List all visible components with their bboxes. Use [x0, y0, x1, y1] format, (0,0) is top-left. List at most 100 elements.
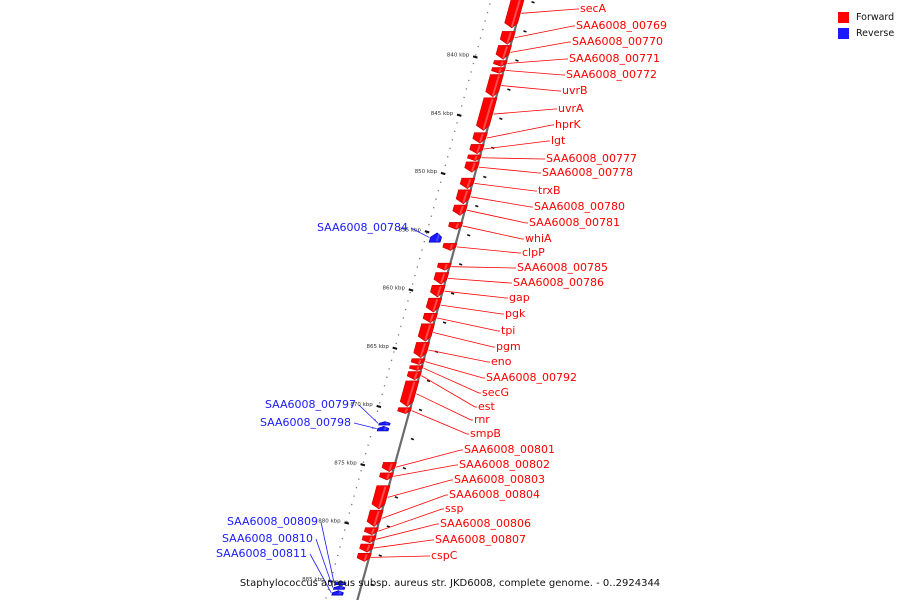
ruler-tick-label: 845 kbp: [431, 111, 454, 117]
label-leader: [387, 479, 452, 498]
backbone-mark: [378, 554, 383, 557]
ruler-tick-label: 850 kbp: [415, 169, 438, 175]
gene-arrow-secg: [409, 365, 424, 371]
gene-label-rnr: rnr: [474, 413, 490, 426]
legend-item-reverse: Reverse: [838, 25, 894, 41]
gene-arrow-highlight: [455, 223, 460, 229]
backbone-mark: [410, 437, 415, 441]
label-leader: [486, 124, 553, 139]
legend: Forward Reverse: [838, 9, 894, 41]
label-leader: [448, 277, 511, 284]
gene-arrow-uvrb: [485, 74, 504, 97]
gene-arrow-saa6008_00786: [433, 272, 450, 285]
gene-arrow-saa6008_00792: [410, 358, 426, 365]
gene-arrow-highlight: [378, 486, 387, 509]
backbone-mark: [531, 0, 535, 4]
gene-label-smpb: smpB: [470, 427, 501, 440]
ruler-tick: [456, 113, 462, 117]
gene-label-saa6008_00792: SAA6008_00792: [486, 371, 577, 384]
label-leader: [478, 166, 540, 174]
gene-label-pgk: pgk: [505, 307, 526, 320]
label-leader: [353, 422, 377, 430]
backbone-mark: [499, 117, 503, 121]
ruler-tick: [440, 171, 446, 176]
ruler-tick: [408, 288, 414, 292]
gene-arrow-highlight: [470, 162, 476, 172]
gene-label-saa6008_00772: SAA6008_00772: [566, 68, 657, 81]
gene-arrow-highlight: [506, 32, 512, 44]
gene-arrow-saa6008_00772: [491, 67, 506, 74]
gene-arrow-saa6008_00810: [332, 585, 346, 590]
gene-arrow-saa6008_00811: [331, 590, 344, 596]
gene-label-saa6008_00769: SAA6008_00769: [576, 19, 667, 32]
backbone-mark: [370, 583, 374, 587]
label-leaders: [309, 8, 579, 594]
gene-label-pgm: pgm: [496, 340, 521, 353]
label-leader: [505, 69, 564, 76]
ruler-ticks: 840 kbp 845 kbp 850 kbp 855 kbp 860 kbp 865 k…: [302, 53, 478, 583]
gene-label-saa6008_00777: SAA6008_00777: [546, 152, 637, 165]
backbone-mark: [402, 466, 407, 470]
gene-arrow-hprk: [472, 132, 488, 144]
gene-label-est: est: [478, 400, 495, 413]
ruler-tick: [392, 346, 398, 350]
gene-arrow-highlight: [443, 263, 448, 270]
gene-arrow-saa6008_00781: [452, 204, 468, 216]
reverse-swatch: [838, 27, 849, 39]
ruler-tick-label: 855 kbp: [399, 227, 422, 233]
gene-label-saa6008_00781: SAA6008_00781: [529, 216, 620, 229]
label-leader: [320, 521, 335, 584]
gene-label-ssp: ssp: [445, 502, 463, 515]
gene-arrow-seca: [504, 0, 525, 29]
gene-arrow-saa6008_00770: [495, 45, 512, 60]
gene-arrow-saa6008_00806: [361, 535, 377, 544]
backbone-mark: [394, 496, 399, 499]
gene-arrow-highlight: [388, 463, 393, 472]
gene-label-tpi: tpi: [501, 324, 515, 337]
gene-arrow-cspc: [356, 552, 372, 562]
ruler-tick: [472, 55, 478, 59]
gene-label-saa6008_00803: SAA6008_00803: [454, 473, 545, 486]
gene-label-saa6008_00806: SAA6008_00806: [440, 517, 531, 530]
label-leader: [470, 196, 532, 208]
gene-label-saa6008_00784: SAA6008_00784: [317, 221, 408, 234]
gene-arrow-saa6008_00777: [467, 154, 482, 162]
gene-arrow-est: [406, 371, 422, 381]
label-leader: [433, 332, 494, 348]
gene-label-saa6008_00798: SAA6008_00798: [260, 416, 351, 429]
ruler-tick-label: 875 kbp: [334, 460, 357, 466]
label-leader: [451, 266, 515, 269]
gene-label-clpp: clpP: [522, 246, 545, 259]
gene-label-saa6008_00780: SAA6008_00780: [534, 200, 625, 213]
label-leader: [371, 555, 429, 558]
gene-arrow-saa6008_00780: [455, 189, 472, 205]
gene-arrow-highlight: [474, 155, 478, 161]
gene-arrow-clpp: [442, 243, 458, 251]
label-leader: [315, 538, 334, 588]
gene-arrow-ssp: [363, 527, 379, 536]
legend-item-forward: Forward: [838, 9, 894, 25]
gene-label-uvrb: uvrB: [562, 84, 588, 97]
forward-swatch: [838, 11, 849, 23]
gene-arrow-highlight: [368, 536, 373, 543]
gene-arrow-uvra: [476, 97, 498, 131]
gene-arrow-highlight: [373, 510, 380, 526]
gene-arrow-highlight: [341, 581, 344, 585]
label-leader: [437, 317, 499, 332]
ruler-tick-label: 870 kbp: [350, 402, 373, 408]
backbone-mark: [450, 292, 455, 295]
gene-arrow-highlight: [363, 553, 368, 561]
gene-arrow-smpb: [397, 407, 412, 414]
gene-label-eno: eno: [491, 355, 512, 368]
label-leader: [416, 393, 472, 421]
gene-label-cspc: cspC: [431, 549, 458, 562]
gene-arrow-highlight: [436, 286, 442, 297]
gene-label-trxb: trxB: [538, 184, 561, 197]
gene-arrow-saa6008_00778: [464, 161, 480, 173]
gene-arrow-saa6008_00798: [376, 425, 390, 432]
label-leader: [373, 539, 433, 549]
gene-arrow-saa6008_00771: [493, 60, 508, 67]
gene-arrow-highlight: [479, 133, 484, 143]
gene-arrow-highlight: [491, 75, 500, 96]
ruler-tick: [424, 230, 430, 234]
